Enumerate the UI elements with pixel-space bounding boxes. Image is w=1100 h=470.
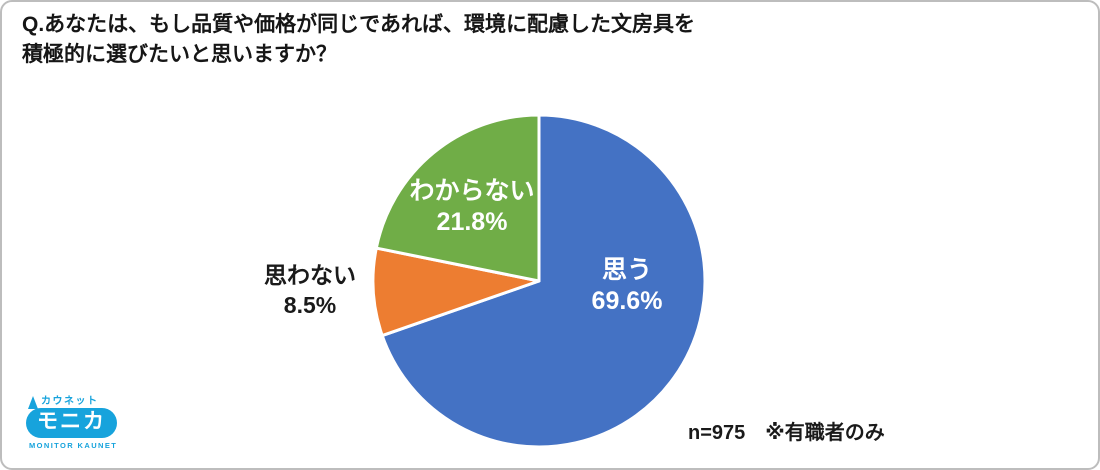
- logo-top-row: カウネット: [28, 392, 99, 409]
- pie-label-category: 思う: [601, 256, 653, 284]
- sample-size-note: n=975 ※有職者のみ: [688, 422, 885, 444]
- pie-slice-2: [374, 113, 541, 283]
- pie-label-1: 思わない 8.5%: [264, 260, 356, 320]
- pie-slice-0: [380, 113, 707, 449]
- pie-label-value: 69.6%: [591, 287, 663, 315]
- pie-label-value: 21.8%: [436, 208, 508, 236]
- title-line-2: 積極的に選びたいと思いますか？: [22, 43, 337, 66]
- logo-kaunet-text: カウネット: [41, 396, 99, 407]
- title-line-1: Q.あなたは、もし品質や価格が同じであれば、環境に配慮した文房具を: [22, 13, 695, 36]
- pie-label-2: わからない 21.8%: [409, 176, 534, 238]
- pie-label-value: 8.5%: [283, 292, 337, 318]
- pie-label-0: 思う 69.6%: [592, 255, 663, 317]
- pie-slice-1: [371, 246, 541, 338]
- chart-question-title: Q.あなたは、もし品質や価格が同じであれば、環境に配慮した文房具を 積極的に選び…: [22, 10, 822, 70]
- pie-chart-svg: [371, 113, 707, 449]
- pie-chart: 思う 69.6% 思わない 8.5% わからない 21.8%: [264, 111, 709, 451]
- pie-label-category: わからない: [409, 177, 535, 205]
- logo-spire-icon: [28, 396, 38, 409]
- logo-monika-bubble: モニカ: [26, 408, 117, 438]
- monika-kaunet-logo: カウネット モニカ MONITOR KAUNET: [26, 392, 126, 450]
- pie-labels: 思う 69.6% 思わない 8.5% わからない 21.8%: [264, 111, 709, 451]
- pie-label-category: 思わない: [264, 262, 356, 288]
- logo-monitor-kaunet-text: MONITOR KAUNET: [29, 441, 118, 450]
